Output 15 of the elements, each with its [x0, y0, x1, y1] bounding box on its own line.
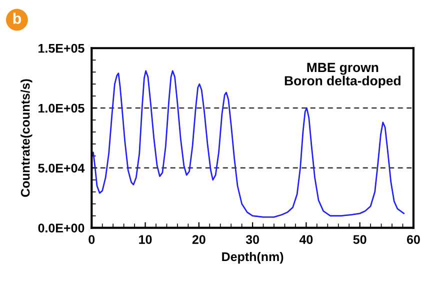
x-tick-label: 0 [88, 235, 95, 244]
y-tick-label: 1.0E+05 [38, 104, 84, 113]
x-tick-label: 50 [353, 235, 366, 244]
y-tick-label: 5.0E+04 [38, 164, 85, 173]
x-tick-label: 60 [406, 235, 420, 244]
y-axis-title: Countrate(counts/s) [20, 79, 32, 197]
x-tick-label: 40 [299, 235, 313, 244]
y-tick-label: 1.5E+05 [38, 44, 84, 53]
x-tick-label: 30 [246, 235, 259, 244]
annotation: MBE grown Boron delta-doped [284, 62, 400, 88]
y-tick-label: 0.0E+00 [38, 224, 84, 232]
text: b [13, 12, 22, 24]
x-tick-label: 20 [192, 235, 206, 244]
x-axis-title: Depth(nm) [222, 252, 284, 264]
x-tick-label: 10 [139, 235, 152, 244]
